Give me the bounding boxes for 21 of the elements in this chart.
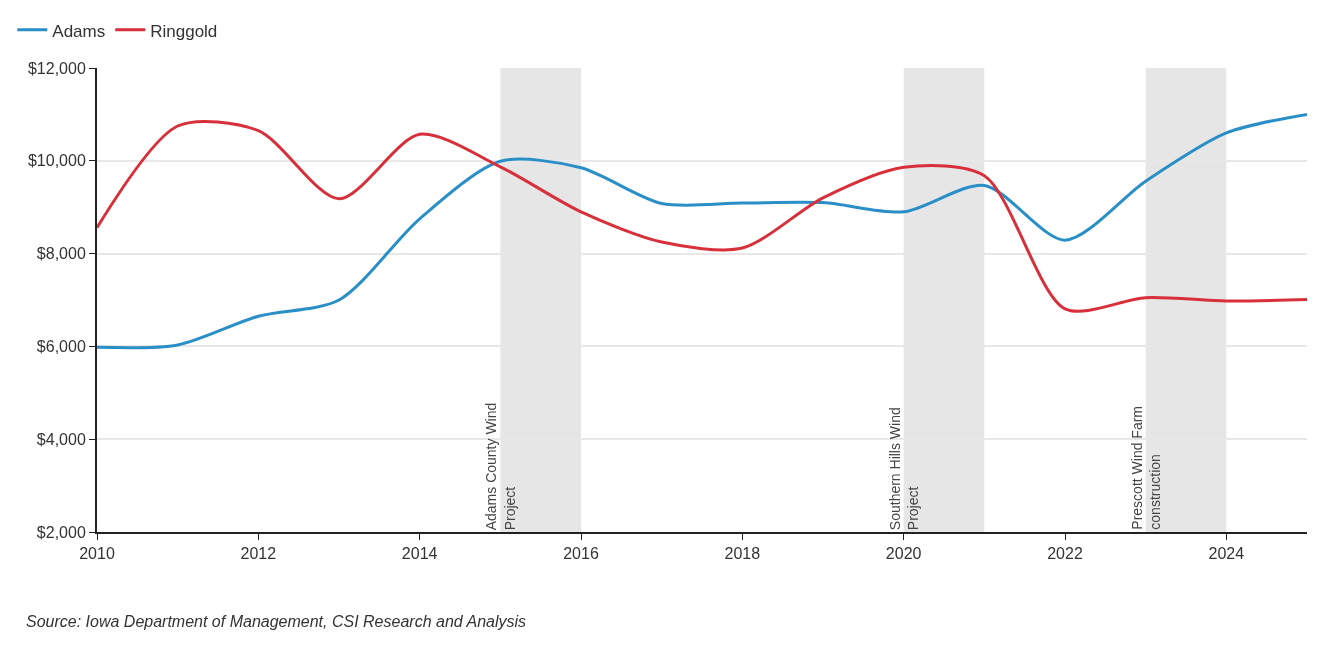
- y-tick-label: $8,000: [36, 245, 86, 263]
- x-tick-label: 2014: [401, 545, 438, 563]
- y-tick-label: $10,000: [27, 152, 86, 170]
- x-tick-label: 2016: [563, 545, 599, 563]
- x-tick-label: 2010: [79, 545, 115, 563]
- x-tick-label: 2024: [1208, 545, 1245, 563]
- x-tick-label: 2022: [1047, 545, 1083, 563]
- band-label: Adams County Wind Project: [483, 402, 518, 531]
- source-note: Source: Iowa Department of Management, CSI Research and Analysis: [26, 613, 527, 630]
- x-tick-label: 2018: [724, 545, 761, 563]
- y-tick-label: $6,000: [36, 338, 86, 355]
- y-tick-label: $12,000: [27, 59, 86, 77]
- band-label: Southern Hills Wind Project: [887, 407, 922, 531]
- line-series: [97, 112, 1307, 350]
- band-label: Prescott Wind Farm construction: [1128, 405, 1163, 530]
- y-tick-label: $2,000: [36, 523, 86, 541]
- legend-label: Ringgold: [150, 21, 218, 41]
- y-tick-label: $4,000: [36, 430, 86, 448]
- x-tick-label: 2020: [885, 545, 922, 563]
- legend-label: Adams: [52, 21, 106, 41]
- x-tick-label: 2012: [240, 545, 277, 563]
